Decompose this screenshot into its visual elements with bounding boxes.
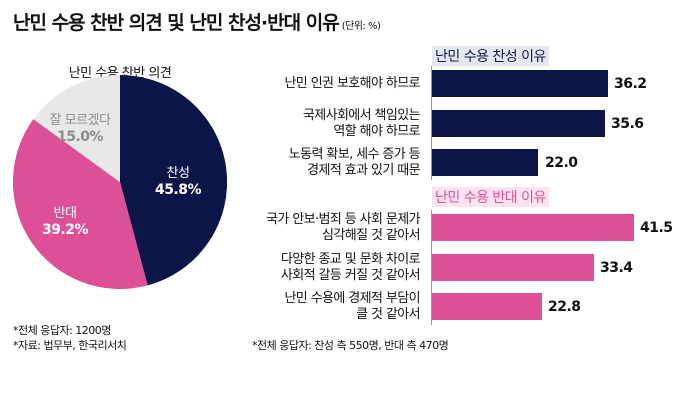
pro-axis-line: [431, 66, 432, 180]
bar: [432, 214, 634, 241]
bar: [432, 293, 542, 320]
bar-label: 난민 인권 보호해야 하므로: [284, 76, 420, 91]
footnote-left: *전체 응답자: 1200명 *자료: 법무부, 한국리서치: [13, 323, 127, 353]
bar: [432, 70, 608, 97]
pie-label-pro: 찬성 45.8%: [154, 166, 202, 198]
bar-label: 노동력 확보, 세수 증가 등 경제적 효과 있기 때문: [288, 147, 421, 178]
bar-value: 36.2: [614, 76, 647, 92]
bar-value: 41.5: [640, 220, 673, 236]
note-source: *자료: 법무부, 한국리서치: [13, 339, 127, 352]
con-reasons-title: 난민 수용 반대 이유: [432, 187, 549, 207]
bar-value: 33.4: [600, 260, 633, 276]
bar: [432, 254, 594, 281]
pie-slice-con: [13, 119, 148, 289]
bar: [432, 110, 605, 137]
footnote-right: *전체 응답자: 찬성 측 550명, 반대 측 470명: [252, 339, 449, 352]
con-axis-line: [431, 210, 432, 325]
pie-label-con: 반대 39.2%: [41, 206, 89, 238]
bar-label: 국가 안보·범죄 등 사회 문제가 심각해질 것 같아서: [266, 212, 421, 243]
bar-label: 국제사회에서 책임있는 역할 해야 하므로: [302, 108, 421, 139]
bar-label: 난민 수용에 경제적 부담이 클 것 같아서: [284, 291, 420, 322]
unit-label: (단위: %): [341, 21, 381, 32]
bar-label: 다양한 종교 및 문화 차이로 사회적 갈등 커질 것 같아서: [280, 252, 421, 283]
pie-label-unsure: 잘 모르겠다 15.0%: [49, 113, 111, 145]
note-respondents: *전체 응답자: 1200명: [13, 324, 111, 337]
pie-chart-title: 난민 수용 찬반 의견: [68, 66, 172, 81]
pie-chart: [13, 75, 227, 289]
page-title: 난민 수용 찬반 의견 및 난민 찬성·반대 이유 (단위: %): [13, 8, 381, 35]
bar-value: 22.8: [548, 299, 581, 315]
bar-value: 22.0: [545, 155, 578, 171]
bar: [432, 149, 538, 176]
bar-value: 35.6: [611, 116, 644, 132]
pie-slice-pro: [120, 75, 227, 286]
pie-slice-unsure: [33, 75, 120, 182]
pro-reasons-title: 난민 수용 찬성 이유: [432, 46, 549, 66]
title-text: 난민 수용 찬반 의견 및 난민 찬성·반대 이유: [13, 12, 340, 34]
